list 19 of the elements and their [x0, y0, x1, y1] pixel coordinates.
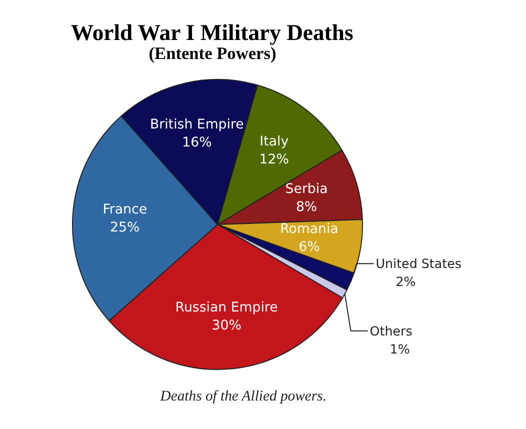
data-label: 25%	[110, 220, 140, 236]
slice-label: Russian Empire	[175, 300, 278, 316]
data-label: 6%	[298, 240, 320, 256]
slice-label: France	[102, 202, 148, 218]
chart-subtitle: (Entente Powers)	[148, 44, 276, 63]
slice-label: Romania	[280, 222, 338, 238]
data-label: 8%	[296, 200, 318, 215]
data-label: 1%	[390, 341, 410, 356]
chart-title: World War I Military Deaths	[70, 20, 354, 45]
data-label: 30%	[212, 318, 242, 334]
slice-label: Italy	[260, 134, 289, 150]
slice-label: United States	[376, 256, 462, 272]
data-label: 12%	[259, 152, 289, 168]
data-label: 16%	[182, 136, 212, 151]
slice-label: Serbia	[285, 182, 328, 197]
slice-label: British Empire	[150, 118, 244, 133]
data-label: 2%	[396, 274, 416, 290]
text: Deaths of the Allied powers.	[159, 388, 326, 404]
slice-label: Others	[370, 323, 412, 338]
